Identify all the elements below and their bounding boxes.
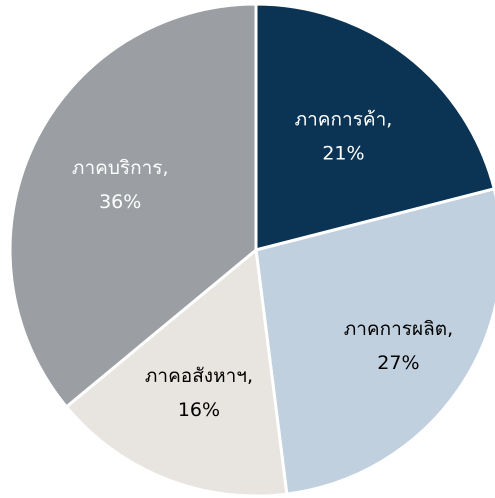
slice-label-trade: ภาคการค้า, <box>295 108 393 130</box>
pie-slice-real-estate <box>64 248 289 498</box>
slice-label-manufacturing: ภาคการผลิต, <box>344 318 453 340</box>
pie-slice-services <box>8 2 258 409</box>
slice-label-services: ภาคบริการ, <box>72 157 169 179</box>
slice-percent-trade: 21% <box>322 142 364 164</box>
pie-slice-manufacturing <box>254 187 495 496</box>
slice-percent-services: 36% <box>99 191 141 213</box>
pie-slices <box>8 2 495 498</box>
pie-labels: ภาคการค้า, 21% ภาคการผลิต, 27% ภาคอสังหาฯ, 16… <box>72 108 453 421</box>
slice-percent-manufacturing: 27% <box>377 352 419 374</box>
slice-percent-real-estate: 16% <box>178 399 220 421</box>
pie-slice-trade <box>254 2 495 252</box>
slice-label-real-estate: ภาคอสังหาฯ, <box>145 365 253 387</box>
